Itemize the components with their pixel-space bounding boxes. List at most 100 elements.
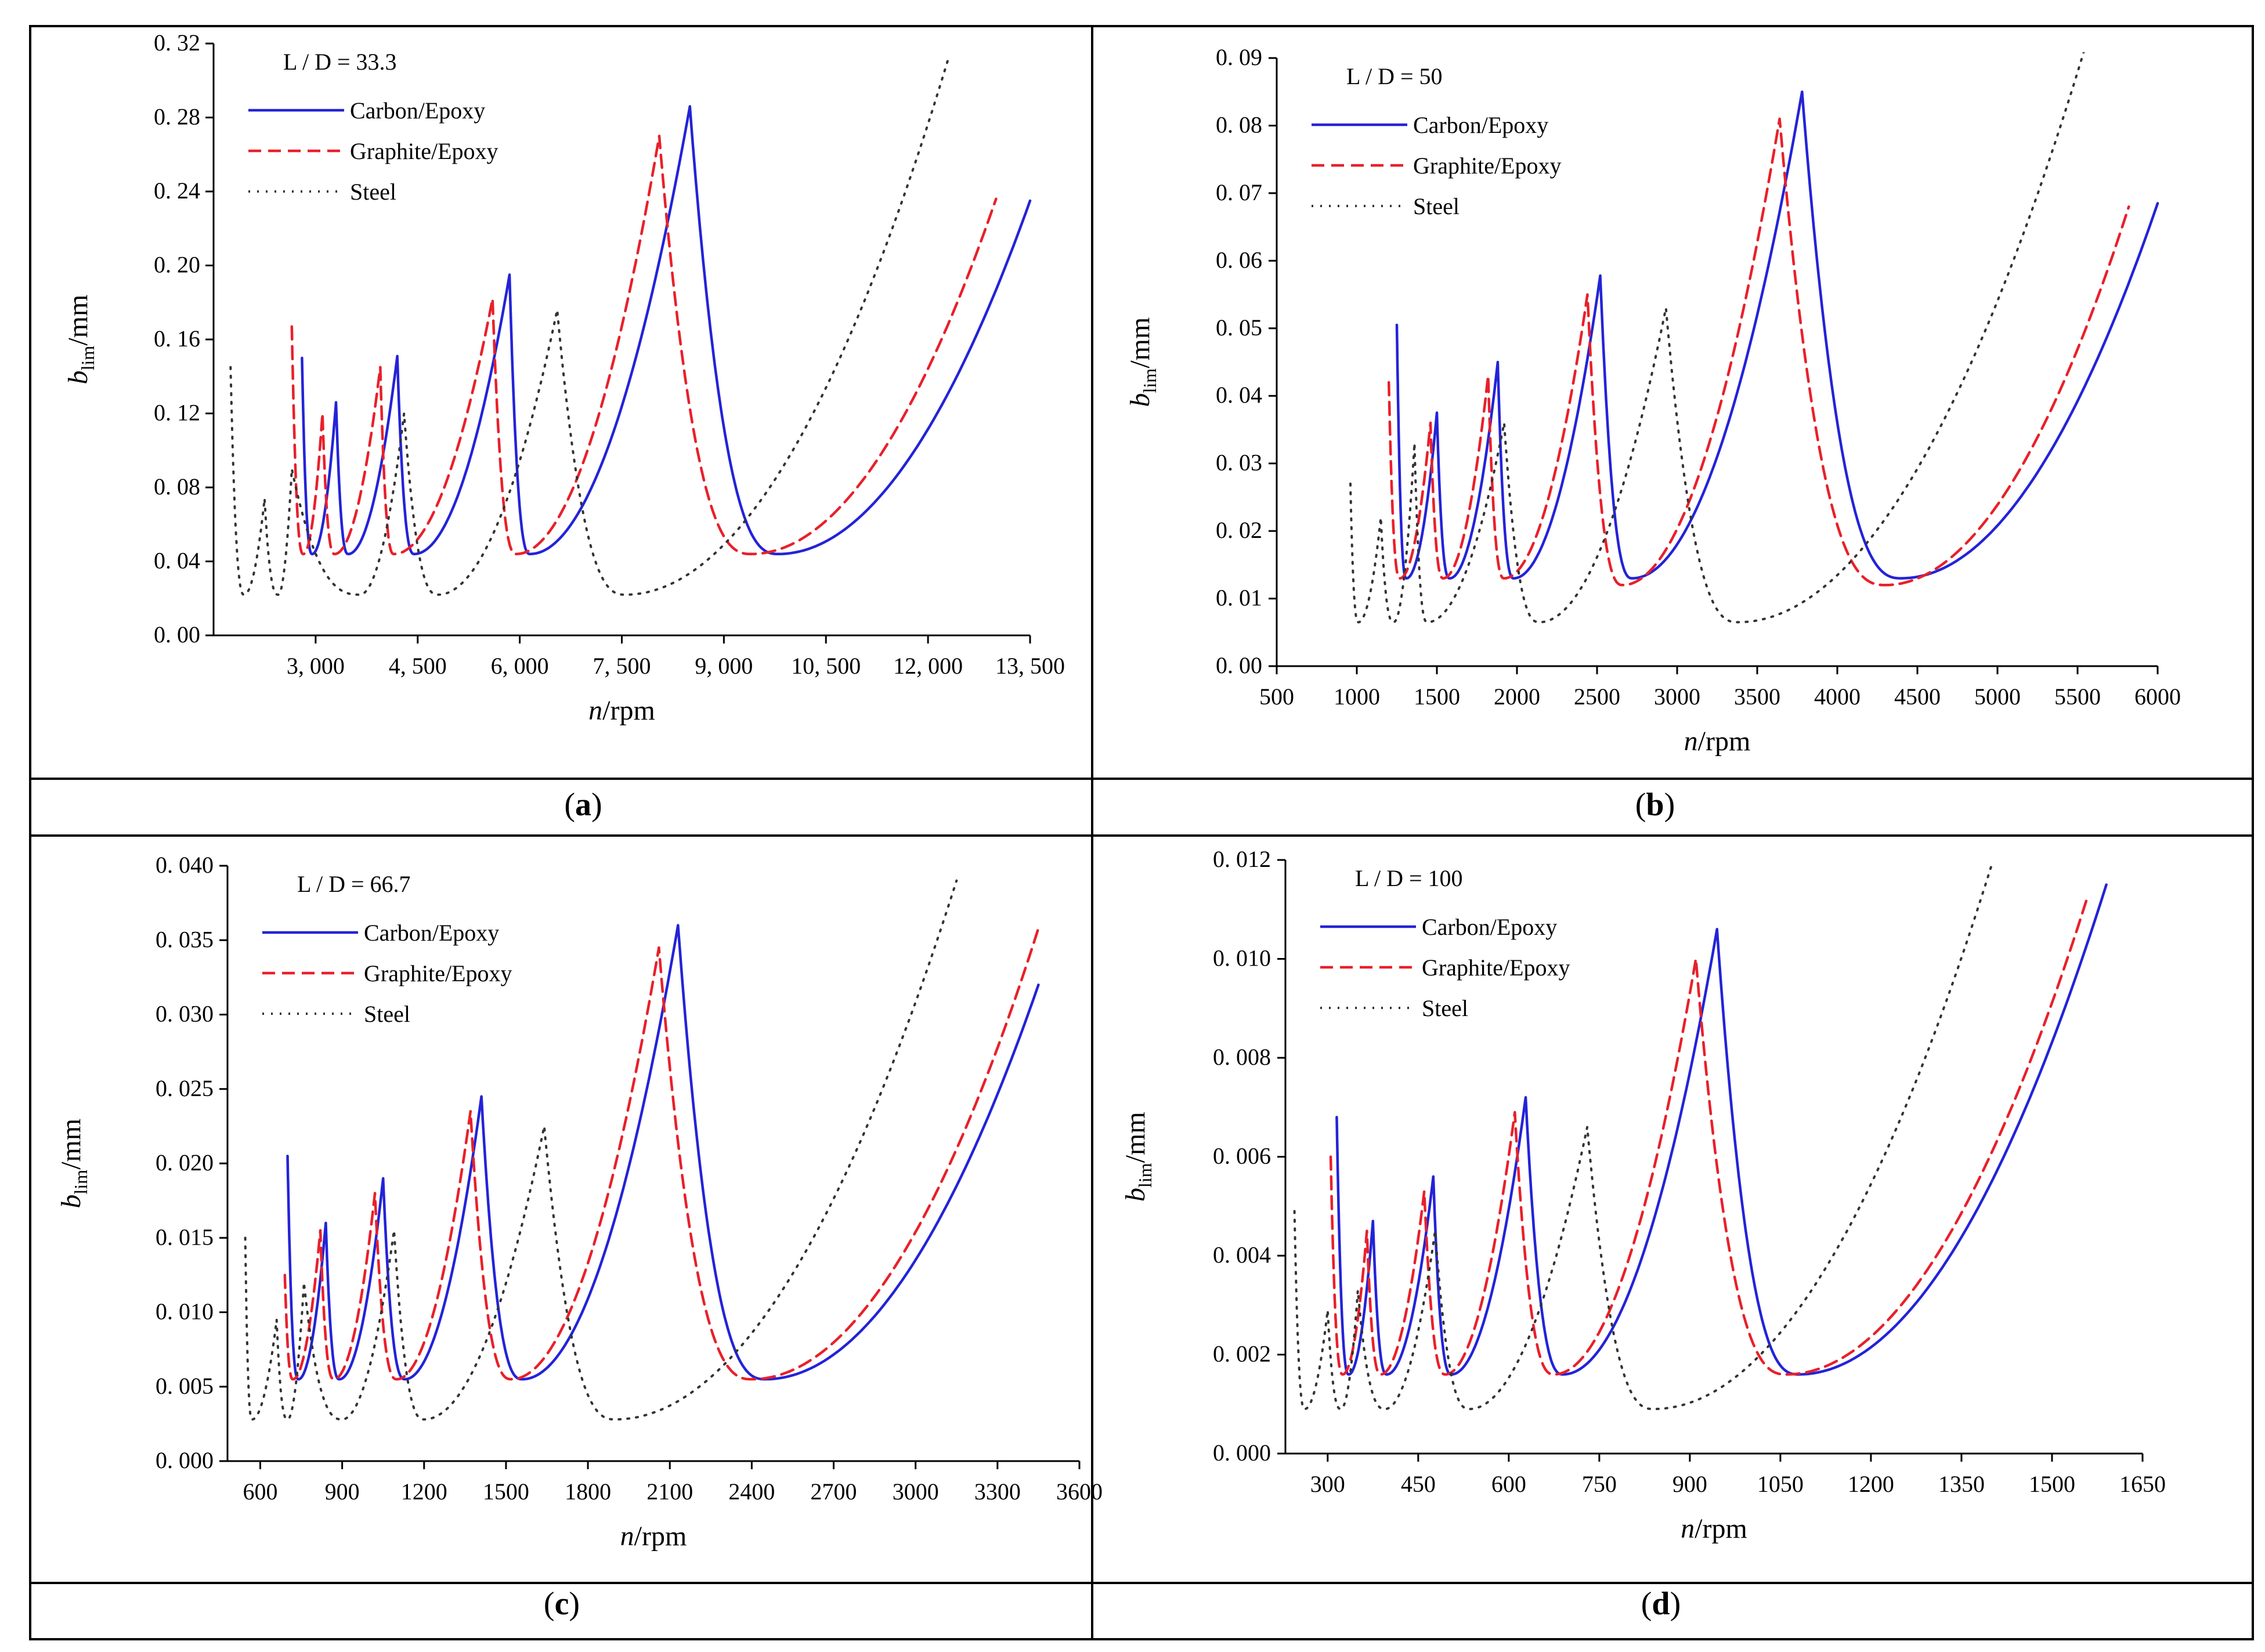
legend-label: Steel: [1422, 995, 1468, 1021]
legend-label: Graphite/Epoxy: [1413, 153, 1562, 179]
y-axis-label: blim/mm: [56, 1119, 91, 1209]
y-tick-label: 0. 010: [156, 1299, 214, 1325]
x-tick-label: 1200: [401, 1479, 447, 1505]
legend-label: Graphite/Epoxy: [350, 138, 498, 164]
x-tick-label: 500: [1259, 684, 1294, 710]
x-tick-label: 10, 500: [791, 653, 861, 679]
x-tick-label: 2100: [646, 1479, 693, 1505]
panel-b: 0. 00 0. 01 0. 02 0. 03 0. 04 0. 05 0. 06 0. 07…: [1125, 44, 2181, 823]
y-tick-label: 0. 010: [1213, 945, 1271, 971]
panel-label: (a): [564, 787, 602, 823]
series-line-steel: [229, 57, 950, 596]
x-tick-label: 900: [325, 1479, 360, 1505]
x-tick-label: 3000: [893, 1479, 939, 1505]
x-tick-label: 750: [1582, 1471, 1617, 1497]
y-tick-label: 0. 05: [1216, 315, 1262, 341]
annotation-ld-ratio: L / D = 100: [1355, 865, 1463, 891]
x-tick-label: 1650: [2119, 1471, 2166, 1497]
y-tick-label: 0. 015: [156, 1224, 214, 1250]
x-tick-label: 300: [1310, 1471, 1345, 1497]
series-line-graphite-epoxy: [283, 927, 1040, 1381]
y-tick-label: 0. 008: [1213, 1044, 1271, 1070]
y-tick-label: 0. 000: [1213, 1440, 1271, 1466]
x-tick-label: 2700: [811, 1479, 857, 1505]
legend-label: Steel: [350, 179, 396, 205]
x-tick-label: 1350: [1938, 1471, 1985, 1497]
y-tick-label: 0. 04: [1216, 382, 1262, 408]
y-tick-label: 0. 020: [156, 1149, 214, 1176]
x-tick-label: 7, 500: [593, 653, 651, 679]
y-tick-label: 0. 01: [1216, 585, 1262, 611]
y-tick-label: 0. 000: [156, 1447, 214, 1473]
x-axis-label: n/rpm: [1681, 1513, 1747, 1544]
annotation-ld-ratio: L / D = 66.7: [297, 871, 411, 897]
y-tick-label: 0. 040: [156, 852, 214, 878]
y-tick-label: 0. 005: [156, 1373, 214, 1399]
y-axis-label: blim/mm: [1125, 317, 1160, 407]
panel-label: (d): [1641, 1586, 1681, 1622]
panel-c: 0. 000 0. 005 0. 010 0. 015 0. 020 0. 025 0. 0…: [56, 852, 1103, 1622]
x-tick-label: 9, 000: [695, 653, 753, 679]
series-line-graphite-epoxy: [1329, 893, 2090, 1376]
y-tick-label: 0. 03: [1216, 450, 1262, 476]
figure-grid-frame: [29, 25, 2254, 1640]
x-tick-label: 5500: [2054, 684, 2101, 710]
x-tick-label: 2400: [728, 1479, 775, 1505]
x-tick-label: 13, 500: [995, 653, 1065, 679]
legend-label: Carbon/Epoxy: [1413, 112, 1548, 138]
x-tick-label: 2000: [1494, 684, 1540, 710]
x-tick-label: 1500: [1414, 684, 1460, 710]
series-line-carbon-epoxy: [286, 924, 1040, 1381]
legend-label: Graphite/Epoxy: [1422, 955, 1570, 981]
x-tick-label: 3, 000: [287, 653, 345, 679]
panel-label: (b): [1635, 787, 1675, 823]
series-line-carbon-epoxy: [1395, 90, 2159, 580]
y-axis-label: blim/mm: [63, 295, 98, 385]
x-tick-label: 6000: [2134, 684, 2181, 710]
y-tick-label: 0. 06: [1216, 247, 1262, 273]
y-tick-label: 0. 00: [154, 621, 200, 648]
y-tick-label: 0. 035: [156, 926, 214, 952]
x-axis-label: n/rpm: [588, 695, 655, 726]
y-tick-label: 0. 28: [154, 104, 200, 130]
y-tick-label: 0. 16: [154, 326, 200, 352]
x-tick-label: 1500: [2029, 1471, 2075, 1497]
annotation-ld-ratio: L / D = 50: [1346, 63, 1443, 89]
x-tick-label: 5000: [1974, 684, 2021, 710]
y-tick-label: 0. 00: [1216, 652, 1262, 678]
series-line-graphite-epoxy: [290, 135, 998, 556]
x-tick-label: 12, 000: [893, 653, 963, 679]
x-tick-label: 900: [1672, 1471, 1707, 1497]
series-line-graphite-epoxy: [1387, 117, 2130, 587]
y-tick-label: 0. 004: [1213, 1242, 1271, 1268]
y-tick-label: 0. 04: [154, 548, 200, 574]
x-tick-label: 1800: [565, 1479, 611, 1505]
y-tick-label: 0. 08: [154, 473, 200, 500]
x-tick-label: 1500: [483, 1479, 529, 1505]
legend-label: Carbon/Epoxy: [350, 97, 485, 124]
y-tick-label: 0. 002: [1213, 1341, 1271, 1367]
x-tick-label: 450: [1401, 1471, 1436, 1497]
x-tick-label: 4000: [1814, 684, 1861, 710]
legend-label: Graphite/Epoxy: [364, 960, 512, 986]
x-tick-label: 2500: [1574, 684, 1620, 710]
series-line-carbon-epoxy: [301, 105, 1032, 556]
x-axis-label: n/rpm: [620, 1521, 687, 1552]
x-tick-label: 1200: [1848, 1471, 1894, 1497]
y-tick-label: 0. 32: [154, 30, 200, 56]
y-tick-label: 0. 07: [1216, 179, 1262, 205]
y-tick-label: 0. 025: [156, 1075, 214, 1101]
y-tick-label: 0. 006: [1213, 1143, 1271, 1169]
y-tick-label: 0. 02: [1216, 517, 1262, 543]
y-tick-label: 0. 012: [1213, 846, 1271, 872]
y-tick-label: 0. 030: [156, 1001, 214, 1027]
x-tick-label: 600: [243, 1479, 277, 1505]
legend-label: Carbon/Epoxy: [1422, 914, 1557, 940]
x-tick-label: 3500: [1734, 684, 1780, 710]
legend-label: Steel: [1413, 193, 1460, 219]
panel-d: 0. 000 0. 002 0. 004 0. 006 0. 008 0. 010 0. 0…: [1120, 846, 2166, 1622]
x-tick-label: 3300: [974, 1479, 1021, 1505]
y-tick-label: 0. 24: [154, 178, 200, 204]
x-tick-label: 3600: [1056, 1479, 1103, 1505]
